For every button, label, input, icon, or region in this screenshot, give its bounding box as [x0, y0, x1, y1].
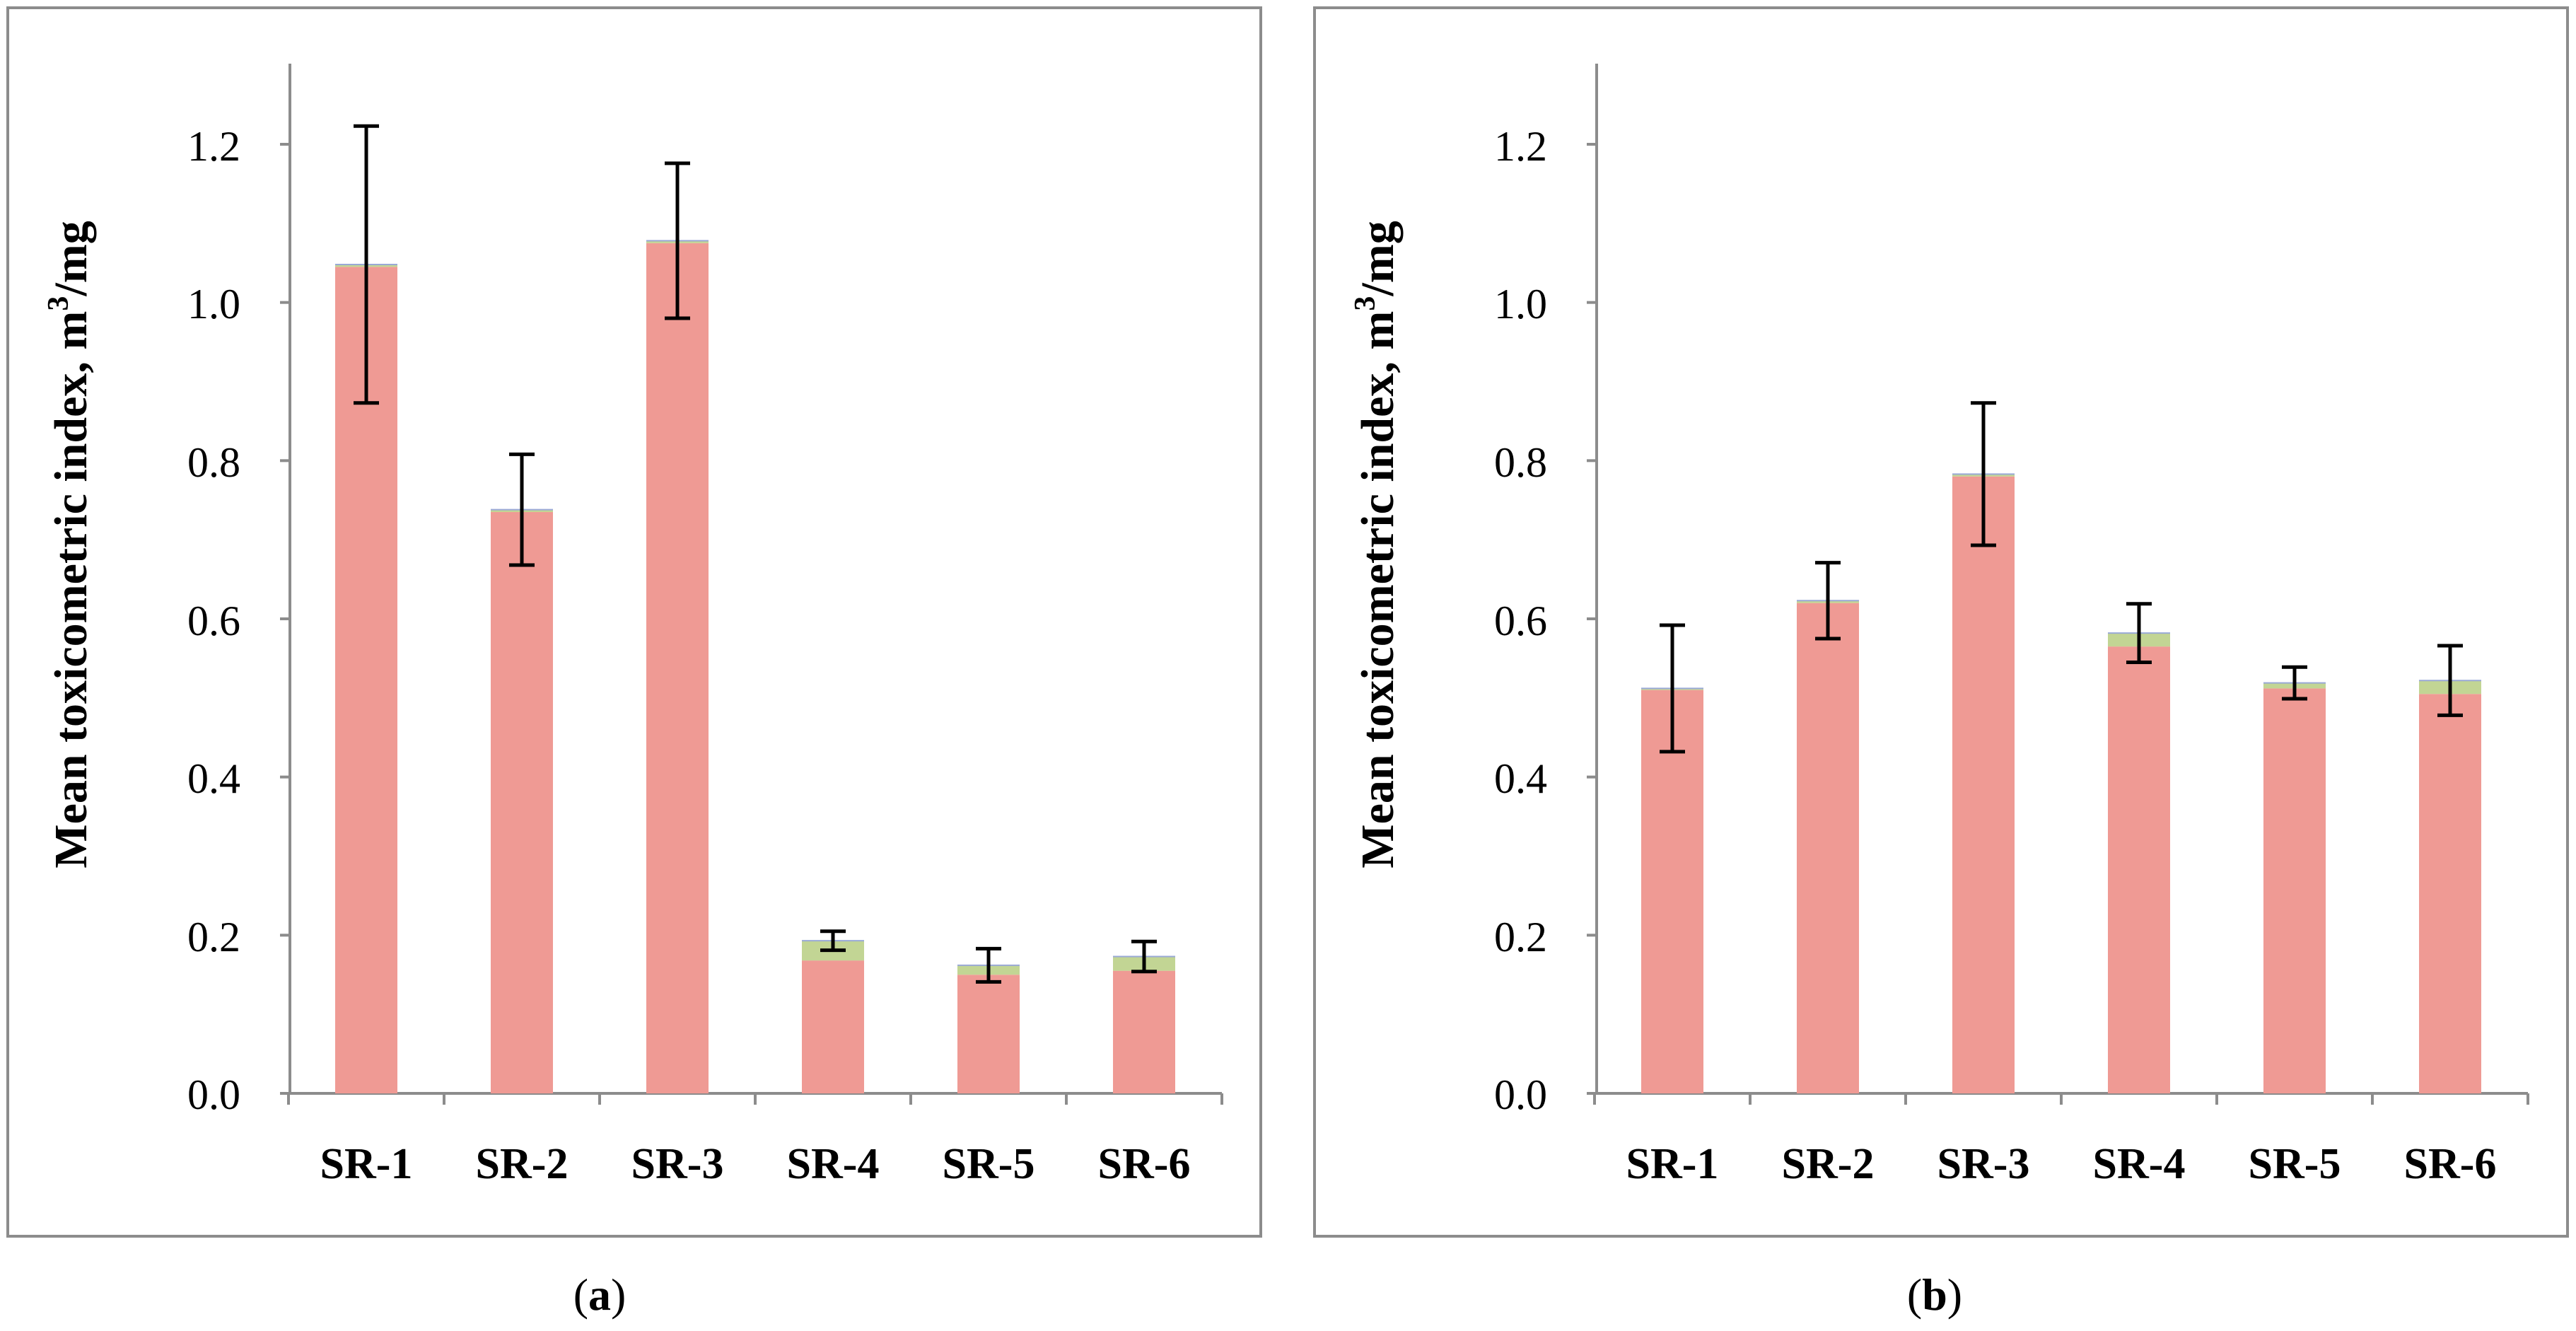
panel-a-ylabel: Mean toxicometric index, m3/mg	[42, 221, 97, 868]
panel-b-bar-sr-4	[2108, 646, 2170, 1093]
panel-a-xtick: SR-3	[631, 1140, 724, 1188]
panel-a-ytick: 0.8	[187, 439, 240, 486]
panel-a-frame	[6, 6, 1262, 1238]
panel-b-xtick: SR-6	[2404, 1140, 2497, 1188]
panel-b-error-bar-sr-4	[2126, 602, 2152, 665]
panel-a-bar-sr-3	[646, 243, 709, 1094]
panel-b-xtick: SR-4	[2093, 1140, 2186, 1188]
panel-b-xtick: SR-2	[1782, 1140, 1875, 1188]
panel-b-error-bar-sr-6	[2437, 644, 2463, 717]
panel-a-bar-sr-2	[491, 512, 553, 1093]
panel-a-bar-sr-4	[802, 960, 864, 1093]
panel-a-bar-sr-5	[957, 975, 1020, 1093]
panel-a-ytick: 0.0	[187, 1071, 240, 1118]
panel-a-ytick: 0.2	[187, 914, 240, 960]
panel-a-ytick: 0.4	[187, 755, 240, 802]
panel-b-caption: (b)	[1907, 1269, 1962, 1320]
panel-b-ytick: 0.4	[1494, 755, 1547, 802]
panel-b: Mean toxicometric index, m3/mg 0.0 0.2 0…	[1313, 6, 2569, 1320]
panel-b-ytick: 1.2	[1494, 123, 1547, 170]
panel-a-xtick: SR-2	[476, 1140, 569, 1188]
panel-a-xtick: SR-6	[1098, 1140, 1191, 1188]
panel-b-ytick: 0.2	[1494, 914, 1547, 960]
panel-a-bar-sr-6	[1113, 970, 1175, 1093]
panel-a-caption: (a)	[573, 1269, 626, 1320]
panel-a: Mean toxicometric index, m3/mg 0.0 0.2 0…	[6, 6, 1262, 1320]
panel-a-error-bar-sr-4	[820, 929, 846, 953]
panel-b-bar-sr-6	[2419, 694, 2481, 1093]
panel-a-plot	[280, 64, 1223, 1105]
panel-b-ytick: 1.0	[1494, 281, 1547, 327]
panel-b-error-bar-sr-2	[1815, 561, 1841, 641]
panel-b-xtick: SR-3	[1937, 1140, 2030, 1188]
panel-b-bar-sr-2	[1797, 603, 1859, 1093]
panel-b-error-bar-sr-1	[1660, 623, 1685, 754]
panel-b-plot	[1587, 64, 2529, 1105]
panel-a-ytick: 1.0	[187, 281, 240, 327]
panel-a-error-bar-sr-2	[509, 452, 535, 567]
panel-b-frame	[1313, 6, 2569, 1238]
panel-b-xtick: SR-5	[2249, 1140, 2341, 1188]
panel-a-error-bar-sr-1	[354, 124, 379, 405]
panel-b-ytick: 0.0	[1494, 1071, 1547, 1118]
panel-b-error-bar-sr-3	[1971, 401, 1996, 547]
panel-a-error-bar-sr-6	[1131, 939, 1157, 974]
panel-b-bar-sr-3	[1952, 476, 2015, 1093]
panel-a-error-bar-sr-5	[976, 946, 1001, 984]
panel-a-error-bar-sr-3	[665, 161, 690, 320]
panel-a-ytick: 1.2	[187, 123, 240, 170]
panel-b-bar-sr-1	[1641, 690, 1703, 1093]
panel-a-xtick: SR-5	[943, 1140, 1035, 1188]
panel-b-ytick: 0.8	[1494, 439, 1547, 486]
panel-a-xtick: SR-1	[320, 1140, 413, 1188]
panel-a-ytick: 0.6	[187, 598, 240, 644]
panel-b-bar-sr-5	[2263, 688, 2326, 1093]
panel-b-error-bar-sr-5	[2282, 665, 2307, 701]
panel-b-xtick: SR-1	[1626, 1140, 1719, 1188]
panel-a-xtick: SR-4	[787, 1140, 880, 1188]
panel-b-ytick: 0.6	[1494, 598, 1547, 644]
panel-b-ylabel: Mean toxicometric index, m3/mg	[1349, 221, 1404, 868]
